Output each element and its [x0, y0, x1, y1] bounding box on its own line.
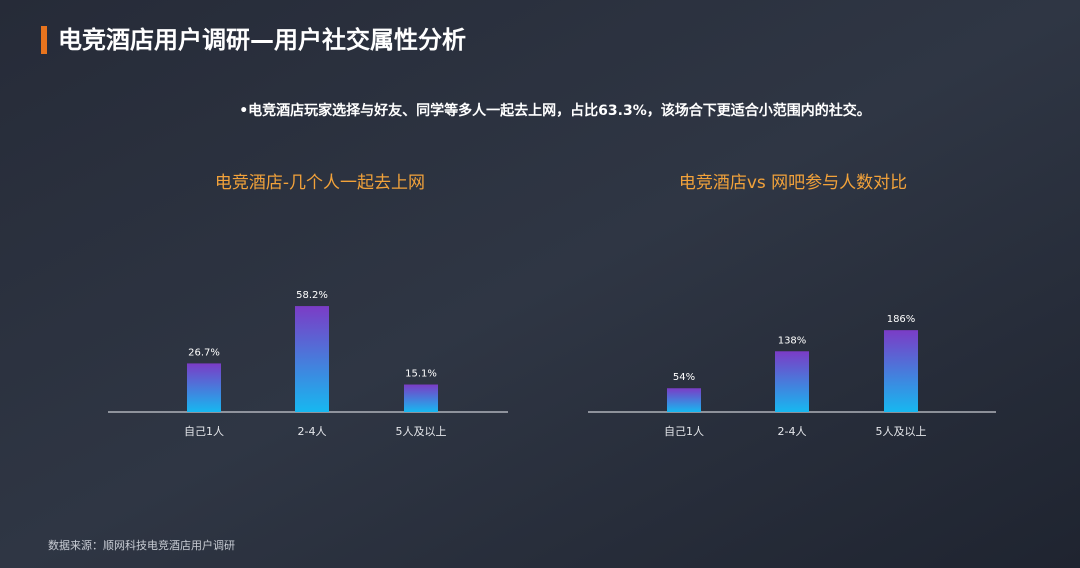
x-tick-label: 自己1人 [664, 425, 704, 438]
value-label: 15.1% [405, 369, 437, 380]
bar [404, 384, 438, 412]
source-note: 数据来源：顺网科技电竞酒店用户调研 [48, 538, 235, 552]
chart-title: 电竞酒店-几个人一起去上网 [215, 173, 425, 193]
bar [884, 330, 918, 412]
bar [295, 306, 329, 412]
value-label: 54% [673, 372, 695, 383]
title-accent [41, 26, 47, 54]
x-tick-label: 5人及以上 [876, 425, 927, 438]
slide-title: 电竞酒店用户调研—用户社交属性分析 [58, 26, 466, 54]
chart-title: 电竞酒店vs 网吧参与人数对比 [679, 173, 907, 193]
bar [187, 363, 221, 412]
value-label: 26.7% [188, 347, 220, 358]
x-tick-label: 自己1人 [184, 425, 224, 438]
bar [775, 351, 809, 412]
value-label: 58.2% [296, 290, 328, 301]
bar [667, 388, 701, 412]
value-label: 186% [887, 314, 916, 325]
x-tick-label: 5人及以上 [396, 425, 447, 438]
x-tick-label: 2-4人 [298, 425, 327, 438]
value-label: 138% [778, 335, 807, 346]
bullet-text: •电竞酒店玩家选择与好友、同学等多人一起去上网，占比63.3%，该场合下更适合小… [239, 102, 871, 119]
x-tick-label: 2-4人 [778, 425, 807, 438]
